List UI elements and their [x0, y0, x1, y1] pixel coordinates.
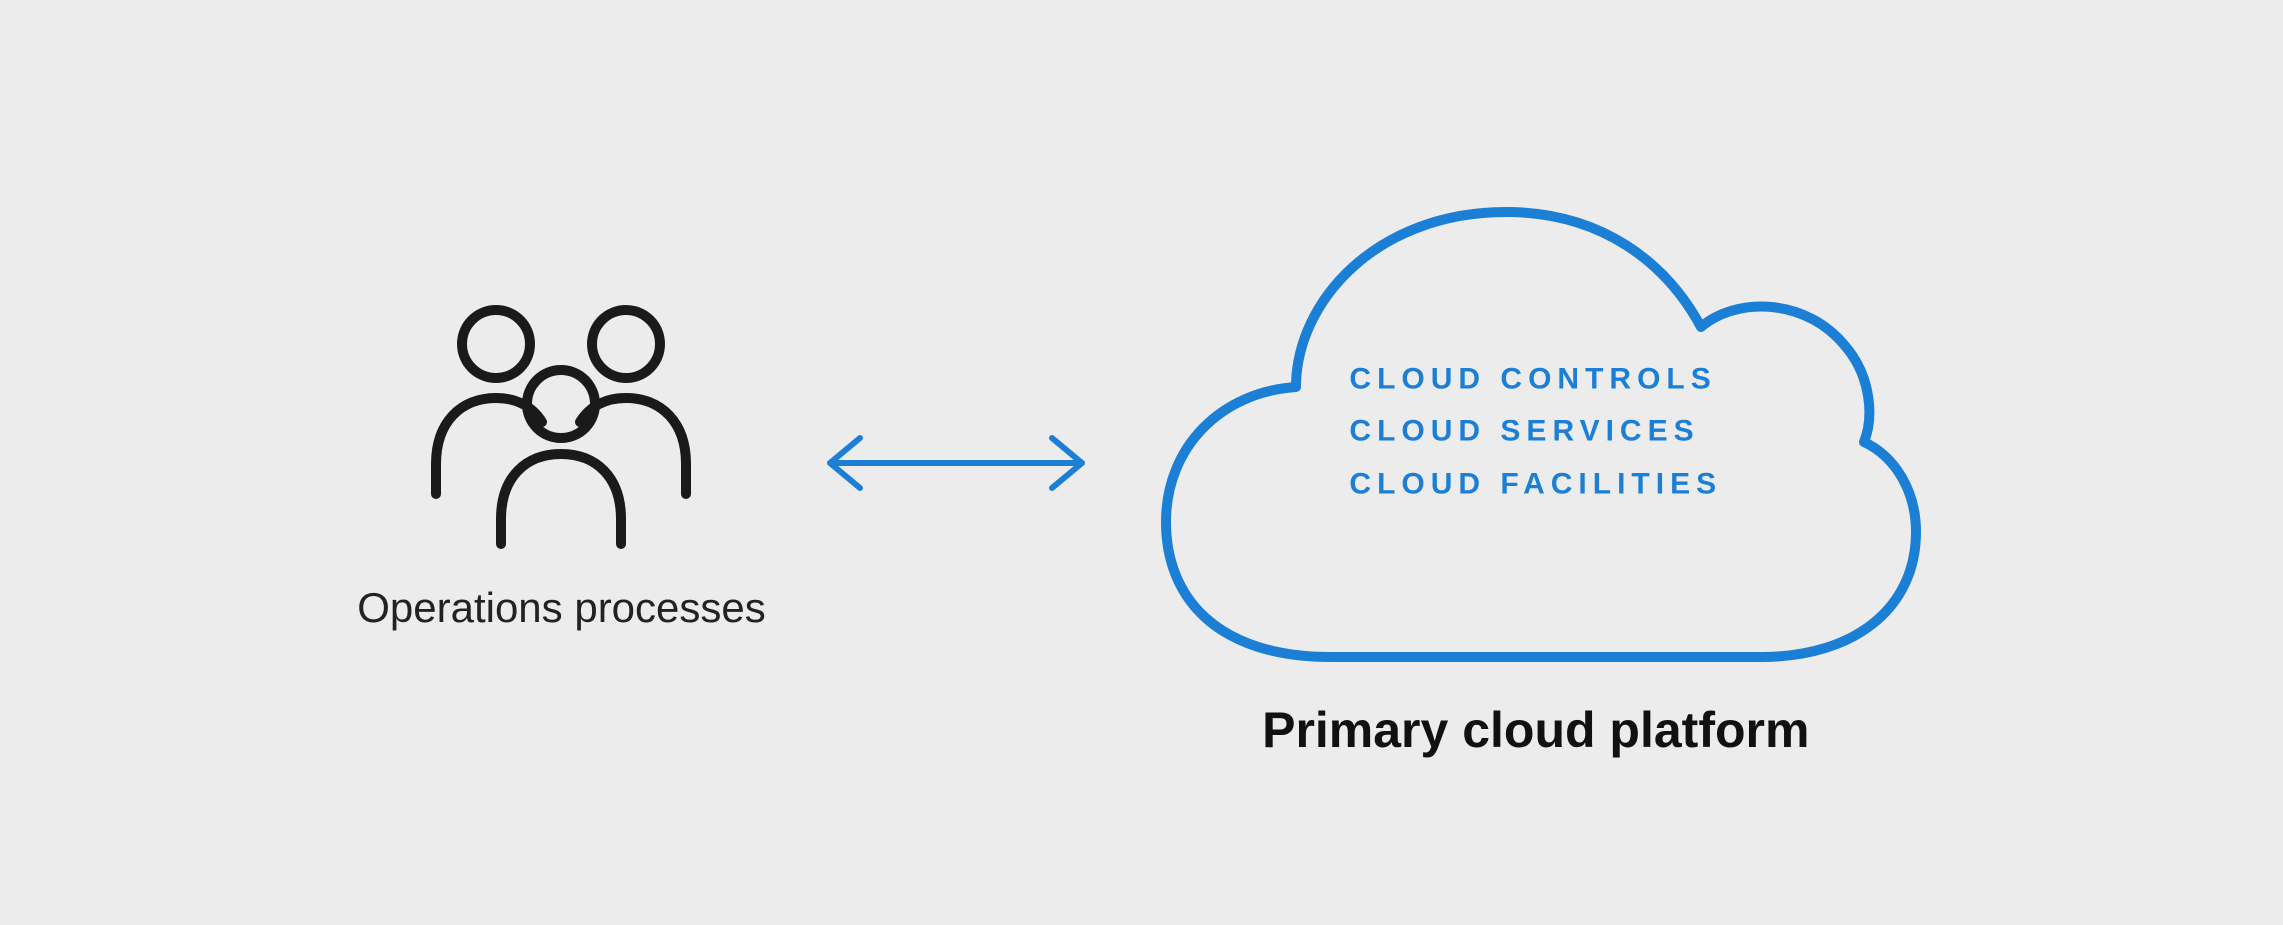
diagram-root: Operations processes CLOUD CONTROLS CLOU… — [357, 167, 1926, 759]
bidirectional-arrow-icon — [816, 428, 1096, 498]
cloud-platform-block: CLOUD CONTROLS CLOUD SERVICES CLOUD FACI… — [1146, 167, 1926, 759]
cloud-item: CLOUD CONTROLS — [1349, 353, 1722, 406]
cloud-platform-label: Primary cloud platform — [1262, 701, 1809, 759]
people-group-icon — [406, 294, 716, 554]
cloud-items: CLOUD CONTROLS CLOUD SERVICES CLOUD FACI… — [1349, 353, 1722, 511]
cloud-item: CLOUD SERVICES — [1349, 405, 1722, 458]
operations-block: Operations processes — [357, 294, 766, 632]
cloud-item: CLOUD FACILITIES — [1349, 458, 1722, 511]
cloud-icon: CLOUD CONTROLS CLOUD SERVICES CLOUD FACI… — [1146, 167, 1926, 677]
operations-label: Operations processes — [357, 584, 766, 632]
